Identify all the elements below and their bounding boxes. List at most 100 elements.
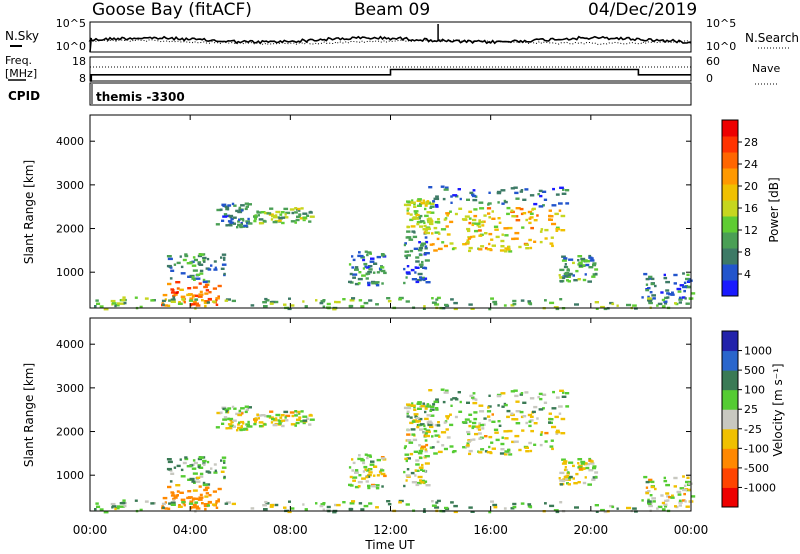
power-echo-cell [496, 191, 502, 195]
velocity-echo-cell [423, 427, 427, 431]
power-echo-cell [201, 299, 204, 302]
power-echo-cell [210, 264, 213, 267]
power-echo-cell [192, 300, 197, 304]
velocity-echo-cell [319, 504, 324, 508]
power-echo-cell [188, 299, 194, 302]
velocity-echo-cell [119, 505, 125, 508]
power-echo-cell [565, 189, 570, 192]
velocity-echo-cell [419, 428, 423, 431]
power-echo-cell [349, 304, 354, 308]
velocity-echo-cell [280, 419, 286, 422]
velocity-echo-cell [223, 416, 228, 419]
velocity-echo-cell [169, 480, 173, 483]
power-echo-cell [649, 291, 653, 294]
power-echo-cell [150, 299, 155, 302]
power-echo-cell [453, 307, 458, 311]
velocity-echo-cell [478, 451, 483, 454]
velocity-echo-cell [351, 469, 355, 472]
power-echo-cell [470, 235, 473, 239]
power-echo-cell [457, 188, 461, 191]
velocity-colorbar-label: Velocity [m s⁻¹] [771, 363, 785, 456]
range-tick-label: 1000 [56, 469, 84, 482]
power-echo-cell [410, 268, 415, 272]
power-echo-cell [320, 300, 325, 303]
power-echo-cell [294, 211, 298, 214]
velocity-echo-cell [410, 471, 415, 475]
power-echo-cell [270, 218, 274, 221]
power-echo-cell [240, 225, 246, 228]
velocity-echo-cell [609, 504, 614, 508]
noise-right-tick-low: 10^0 [706, 40, 736, 53]
velocity-echo-cell [548, 421, 552, 424]
power-echo-cell [651, 277, 655, 281]
velocity-echo-cell [504, 437, 509, 440]
velocity-echo-cell [561, 458, 566, 461]
velocity-echo-cell [240, 425, 243, 428]
power-echo-cell [584, 259, 588, 262]
velocity-echo-cell [423, 424, 426, 427]
power-echo-cell [274, 214, 278, 217]
power-echo-cell [600, 305, 605, 309]
power-echo-cell [424, 231, 430, 235]
power-echo-cell [415, 256, 420, 259]
velocity-echo-cell [372, 474, 376, 477]
velocity-echo-cell [476, 427, 480, 430]
power-echo-cell [555, 226, 560, 229]
velocity-echo-cell [166, 467, 172, 471]
velocity-echo-cell [221, 456, 227, 459]
power-echo-cell [562, 188, 565, 191]
power-echo-cell [484, 232, 488, 235]
velocity-colorbar-tick-label: -25 [744, 423, 762, 436]
velocity-echo-cell [685, 505, 690, 508]
power-echo-cell [594, 301, 599, 304]
power-echo-cell [567, 280, 571, 283]
power-echo-cell [203, 301, 209, 305]
velocity-echo-cell [560, 417, 566, 421]
velocity-echo-cell [559, 483, 563, 486]
velocity-echo-cell [164, 507, 169, 510]
velocity-echo-cell [302, 421, 306, 425]
velocity-echo-cell [150, 502, 155, 505]
power-echo-cell [437, 247, 443, 251]
power-echo-cell [404, 242, 407, 245]
power-echo-cell [429, 243, 433, 246]
velocity-echo-cell [444, 506, 449, 510]
velocity-echo-cell [304, 508, 308, 511]
velocity-echo-cell [507, 429, 513, 433]
power-echo-cell [528, 217, 532, 220]
power-echo-cell [468, 210, 473, 213]
velocity-echo-cell [670, 496, 675, 499]
power-echo-cell [406, 212, 410, 215]
velocity-echo-cell [302, 503, 305, 506]
time-tick-label: 00:00 [73, 523, 108, 537]
velocity-echo-cell [424, 462, 430, 465]
power-echo-cell [434, 303, 440, 306]
velocity-echo-cell [291, 414, 295, 418]
velocity-echo-cell [678, 501, 683, 504]
velocity-echo-cell [411, 433, 416, 436]
power-echo-cell [425, 240, 429, 244]
velocity-echo-cell [373, 465, 378, 468]
velocity-echo-cell [443, 421, 447, 424]
velocity-echo-cell [403, 446, 406, 450]
power-echo-cell [609, 301, 614, 305]
velocity-echo-cell [406, 428, 410, 432]
power-echo-cell [272, 216, 278, 219]
frequency-line [90, 68, 691, 82]
velocity-echo-cell [166, 458, 172, 461]
range-tick-label: 3000 [56, 179, 84, 192]
velocity-echo-cell [219, 411, 223, 414]
power-echo-cell [484, 247, 488, 250]
power-echo-cell [591, 275, 596, 278]
power-echo-cell [440, 185, 445, 188]
power-echo-cell [478, 248, 483, 251]
velocity-echo-cell [492, 503, 498, 507]
velocity-echo-cell [437, 450, 443, 454]
power-echo-cell [474, 229, 479, 233]
velocity-echo-cell [223, 461, 226, 464]
velocity-echo-cell [352, 461, 356, 465]
power-echo-cell [518, 245, 522, 249]
velocity-echo-cell [360, 457, 364, 461]
